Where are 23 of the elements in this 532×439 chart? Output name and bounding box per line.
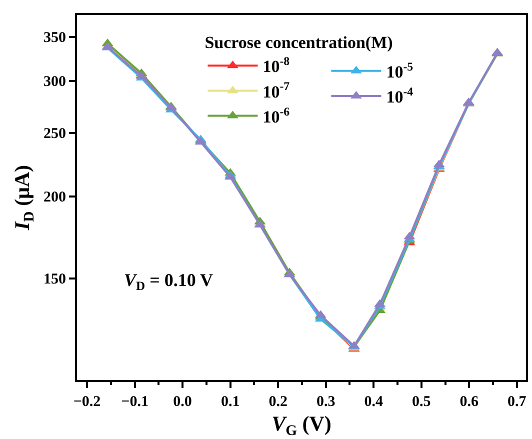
- y-tick-label: 200: [44, 190, 66, 206]
- legend-label: 10$^{-6}$: [262, 104, 290, 126]
- x-tick-label: −0.2: [73, 394, 101, 410]
- x-tick-label: 0.1: [220, 394, 240, 410]
- x-tick-label: 0.0: [173, 394, 192, 410]
- legend-label: 10$^{-5}$: [386, 59, 414, 82]
- annotation: V$_{D}$ = 0.10 V: [124, 270, 214, 293]
- x-tick-label: 0.6: [460, 394, 480, 410]
- x-tick-label: −0.1: [121, 394, 148, 410]
- y-tick-label: 150: [44, 272, 66, 288]
- x-tick-label: 0.2: [268, 394, 288, 410]
- legend-label: 10$^{-8}$: [262, 54, 290, 76]
- y-tick-label: 350: [44, 30, 66, 46]
- legend-label: 10$^{-7}$: [262, 79, 290, 102]
- x-axis-title: V$_{G}$ (V): [272, 412, 332, 439]
- x-tick-label: 0.4: [364, 394, 384, 410]
- y-tick-label: 250: [44, 126, 66, 142]
- legend-title: Sucrose concentration(M): [204, 33, 393, 52]
- x-tick-label: 0.3: [316, 394, 336, 410]
- legend-label: 10$^{-4}$: [386, 84, 414, 107]
- x-tick-label: 0.5: [412, 394, 431, 410]
- y-tick-label: 300: [44, 74, 66, 90]
- x-tick-label: 0.7: [508, 394, 527, 410]
